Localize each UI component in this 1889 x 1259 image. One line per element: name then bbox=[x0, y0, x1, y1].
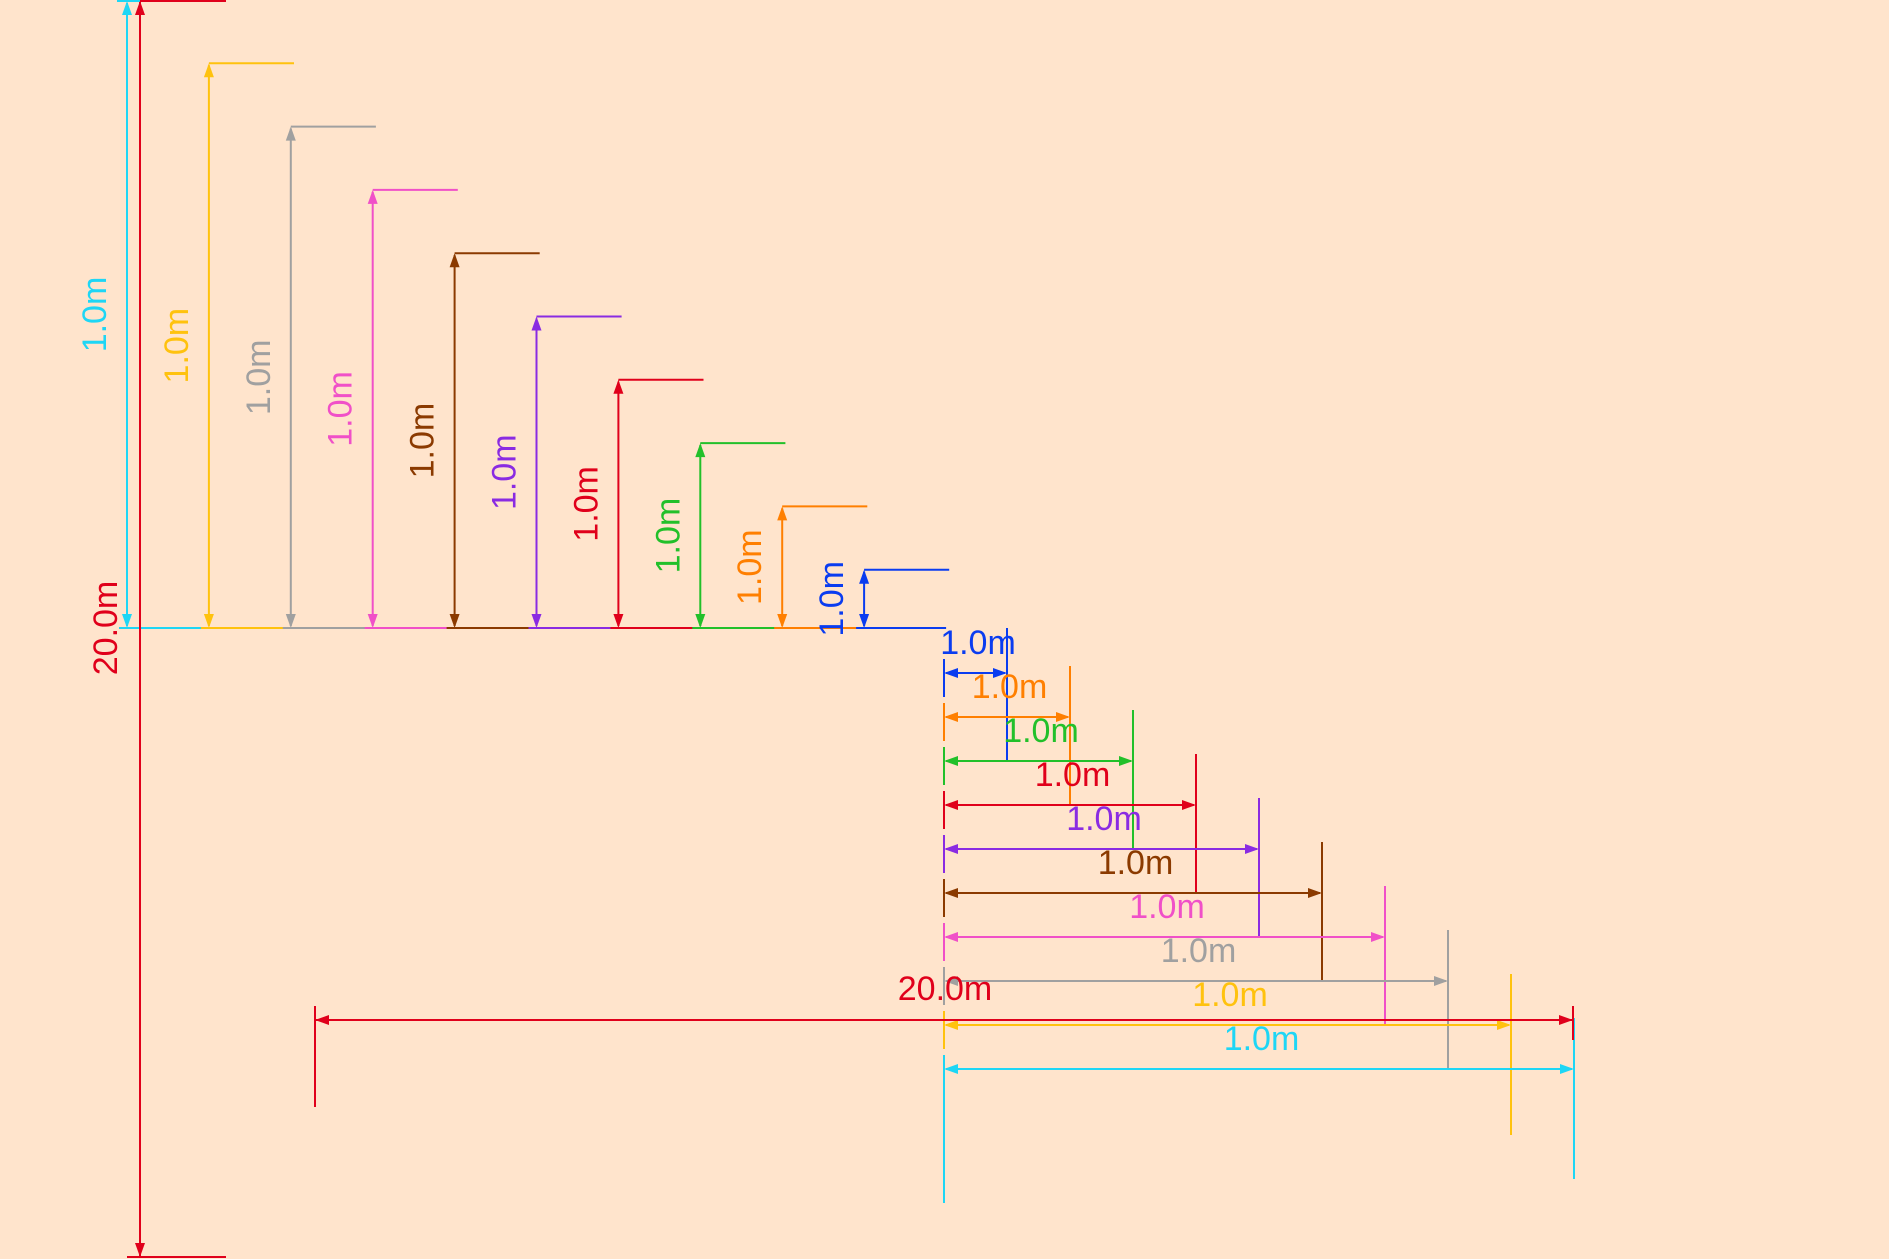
dimension-label: 1.0m bbox=[158, 308, 196, 384]
arrowhead-right bbox=[1119, 756, 1133, 766]
arrowhead-bottom bbox=[859, 614, 870, 628]
arrowhead-right bbox=[1371, 932, 1385, 942]
arrowhead-left bbox=[944, 756, 958, 766]
overall-horizontal-dim: 20.0m bbox=[314, 970, 1574, 1107]
arrowhead-top bbox=[135, 1, 145, 15]
arrowhead-right bbox=[1434, 976, 1448, 986]
dimension-label: 20.0m bbox=[87, 581, 125, 676]
horizontal-dim-pink: 1.0m bbox=[943, 886, 1386, 1025]
vertical-dimensions: 1.0m 1.0m 1.0m 1.0m 1.0m 1.0m 1.0m 1.0m 1.0m 1.0m bbox=[76, 0, 950, 637]
dimension-label: 1.0m bbox=[322, 371, 360, 447]
dimension-label: 1.0m bbox=[940, 624, 1016, 662]
arrowhead-top bbox=[122, 1, 132, 15]
arrowhead-top bbox=[285, 126, 296, 141]
arrowhead-right bbox=[1308, 888, 1322, 898]
dimension-label: 1.0m bbox=[1035, 756, 1111, 794]
arrowhead-left bbox=[944, 888, 958, 898]
arrowhead-right bbox=[1056, 712, 1070, 722]
vertical-dim-red: 1.0m bbox=[567, 378, 704, 629]
arrowhead-bottom bbox=[613, 614, 624, 628]
horizontal-dim-orange: 1.0m bbox=[943, 666, 1071, 805]
vertical-dim-cyan: 1.0m bbox=[76, 0, 226, 629]
vertical-dim-pink: 1.0m bbox=[322, 188, 458, 629]
dimension-label: 1.0m bbox=[1003, 712, 1079, 750]
arrowhead-top bbox=[449, 253, 460, 268]
arrowhead-bottom bbox=[367, 614, 378, 628]
dimension-label: 1.0m bbox=[76, 277, 114, 353]
horizontal-dimensions: 1.0m 1.0m 1.0m 1.0m 1.0m 1.0m 1.0m 1.0m 1.0m 1.0m bbox=[940, 624, 1575, 1203]
arrowhead-right bbox=[1245, 844, 1259, 854]
dimension-label: 1.0m bbox=[1161, 932, 1237, 970]
vertical-dim-purple: 1.0m bbox=[485, 315, 622, 629]
overall-dimensions: 20.0m 20.0m bbox=[87, 0, 1574, 1258]
arrowhead-top bbox=[613, 379, 624, 394]
arrowhead-bottom bbox=[531, 614, 542, 628]
arrowhead-left bbox=[944, 932, 958, 942]
vertical-dim-orange: 1.0m bbox=[731, 505, 868, 629]
arrowhead-right bbox=[1182, 800, 1196, 810]
arrowhead-left bbox=[944, 800, 958, 810]
arrowhead-right bbox=[1559, 1015, 1573, 1025]
horizontal-dim-green: 1.0m bbox=[943, 710, 1134, 849]
horizontal-dim-blue: 1.0m bbox=[940, 624, 1016, 761]
dimension-label: 1.0m bbox=[649, 498, 687, 574]
dimension-label: 1.0m bbox=[485, 434, 523, 510]
vertical-dim-yellow: 1.0m bbox=[158, 62, 294, 629]
dimension-label: 1.0m bbox=[1192, 976, 1268, 1014]
vertical-dim-green: 1.0m bbox=[649, 442, 786, 629]
arrowhead-right bbox=[1560, 1064, 1574, 1074]
dimension-label: 1.0m bbox=[972, 668, 1048, 706]
dimension-label: 1.0m bbox=[731, 529, 769, 605]
arrowhead-left bbox=[944, 976, 958, 986]
arrowhead-top bbox=[859, 569, 870, 584]
dimension-label: 1.0m bbox=[813, 561, 851, 637]
dimension-label: 1.0m bbox=[240, 340, 278, 416]
arrowhead-left bbox=[944, 712, 958, 722]
vertical-dim-brown: 1.0m bbox=[404, 252, 540, 629]
arrowhead-bottom bbox=[135, 1243, 145, 1257]
dimension-label: 1.0m bbox=[567, 466, 605, 542]
horizontal-dim-gray: 1.0m bbox=[943, 930, 1449, 1069]
overall-vertical-dim: 20.0m bbox=[87, 0, 226, 1258]
arrowhead-top bbox=[695, 443, 706, 458]
arrowhead-left bbox=[944, 1020, 958, 1030]
arrowhead-right bbox=[993, 668, 1007, 678]
arrowhead-bottom bbox=[449, 614, 460, 628]
dimension-label: 1.0m bbox=[1066, 800, 1142, 838]
arrowhead-right bbox=[1497, 1020, 1511, 1030]
horizontal-dim-red: 1.0m bbox=[943, 754, 1197, 893]
arrowhead-top bbox=[531, 316, 542, 331]
arrowhead-bottom bbox=[695, 614, 706, 628]
arrowhead-bottom bbox=[777, 614, 788, 628]
horizontal-dim-yellow: 1.0m bbox=[943, 974, 1512, 1135]
dimension-label: 1.0m bbox=[1098, 844, 1174, 882]
vertical-dim-gray: 1.0m bbox=[240, 125, 376, 629]
arrowhead-top bbox=[203, 63, 214, 78]
horizontal-dim-brown: 1.0m bbox=[943, 842, 1323, 981]
dimension-label: 20.0m bbox=[898, 970, 993, 1008]
arrowhead-bottom bbox=[122, 614, 132, 628]
arrowhead-left bbox=[944, 668, 958, 678]
dimension-label: 1.0m bbox=[1224, 1020, 1300, 1058]
arrowhead-left bbox=[315, 1015, 329, 1025]
vertical-dim-blue: 1.0m bbox=[813, 561, 950, 637]
horizontal-dim-cyan: 1.0m bbox=[943, 1018, 1575, 1203]
arrowhead-bottom bbox=[285, 614, 296, 628]
arrowhead-bottom bbox=[203, 614, 214, 628]
arrowhead-top bbox=[777, 506, 788, 521]
arrowhead-left bbox=[944, 844, 958, 854]
arrowhead-top bbox=[367, 189, 378, 204]
dimension-label: 1.0m bbox=[1129, 888, 1205, 926]
horizontal-dim-purple: 1.0m bbox=[943, 798, 1260, 937]
dimension-label: 1.0m bbox=[404, 403, 442, 479]
arrowhead-left bbox=[944, 1064, 958, 1074]
